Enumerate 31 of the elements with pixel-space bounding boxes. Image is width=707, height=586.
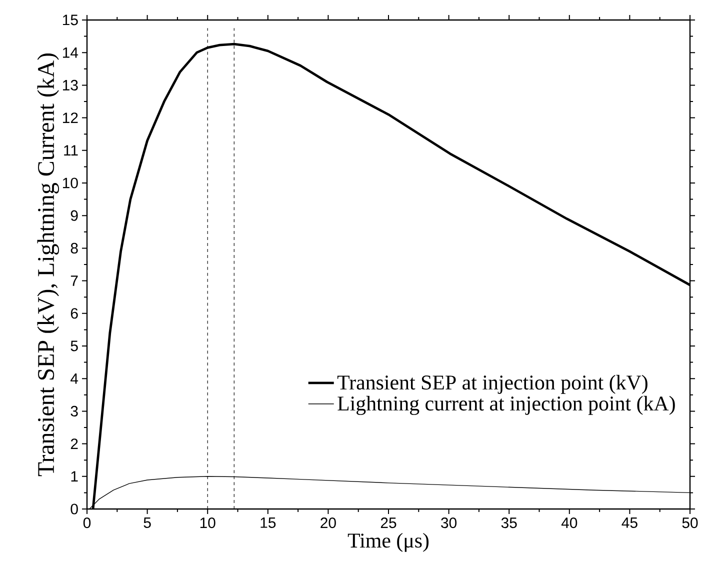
y-tick-label: 7 — [70, 276, 78, 286]
y-tick-label: 10 — [63, 178, 78, 188]
x-tick-label: 40 — [561, 518, 578, 528]
y-tick-label: 5 — [70, 340, 78, 352]
y-tick-label: 11 — [64, 145, 78, 156]
y-tick-label: 14 — [63, 47, 78, 58]
x-tick-label: 0 — [83, 518, 91, 528]
x-tick-label: 15 — [260, 518, 276, 528]
x-tick-label: 25 — [380, 518, 396, 528]
y-tick-label: 8 — [70, 242, 78, 254]
x-tick-label: 35 — [501, 518, 517, 528]
y-tick-label: 4 — [70, 373, 78, 384]
y-tick-label: 2 — [70, 438, 78, 450]
x-tick-label: 10 — [200, 518, 216, 528]
x-tick-label: 45 — [622, 518, 638, 528]
legend-label: Transient SEP at injection point (kV) — [337, 374, 648, 394]
x-axis-title: Time (μs) — [348, 532, 429, 552]
y-tick-label: 1 — [71, 471, 78, 482]
y-tick-label: 13 — [63, 80, 78, 90]
x-tick-label: 50 — [682, 518, 698, 528]
y-tick-label: 0 — [70, 504, 78, 514]
x-tick-label: 30 — [441, 518, 457, 528]
y-tick-label: 12 — [63, 112, 78, 124]
x-tick-label: 5 — [144, 518, 151, 528]
y-tick-label: 15 — [63, 14, 78, 26]
y-axis-title: Transient SEP (kV), Lightning Current (kA) — [37, 53, 60, 476]
x-tick-label: 20 — [320, 518, 336, 528]
y-tick-label: 6 — [70, 308, 78, 319]
legend-label: Lightning current at injection point (kA) — [338, 396, 675, 415]
y-tick-label: 9 — [70, 210, 78, 221]
y-tick-label: 3 — [70, 406, 78, 416]
